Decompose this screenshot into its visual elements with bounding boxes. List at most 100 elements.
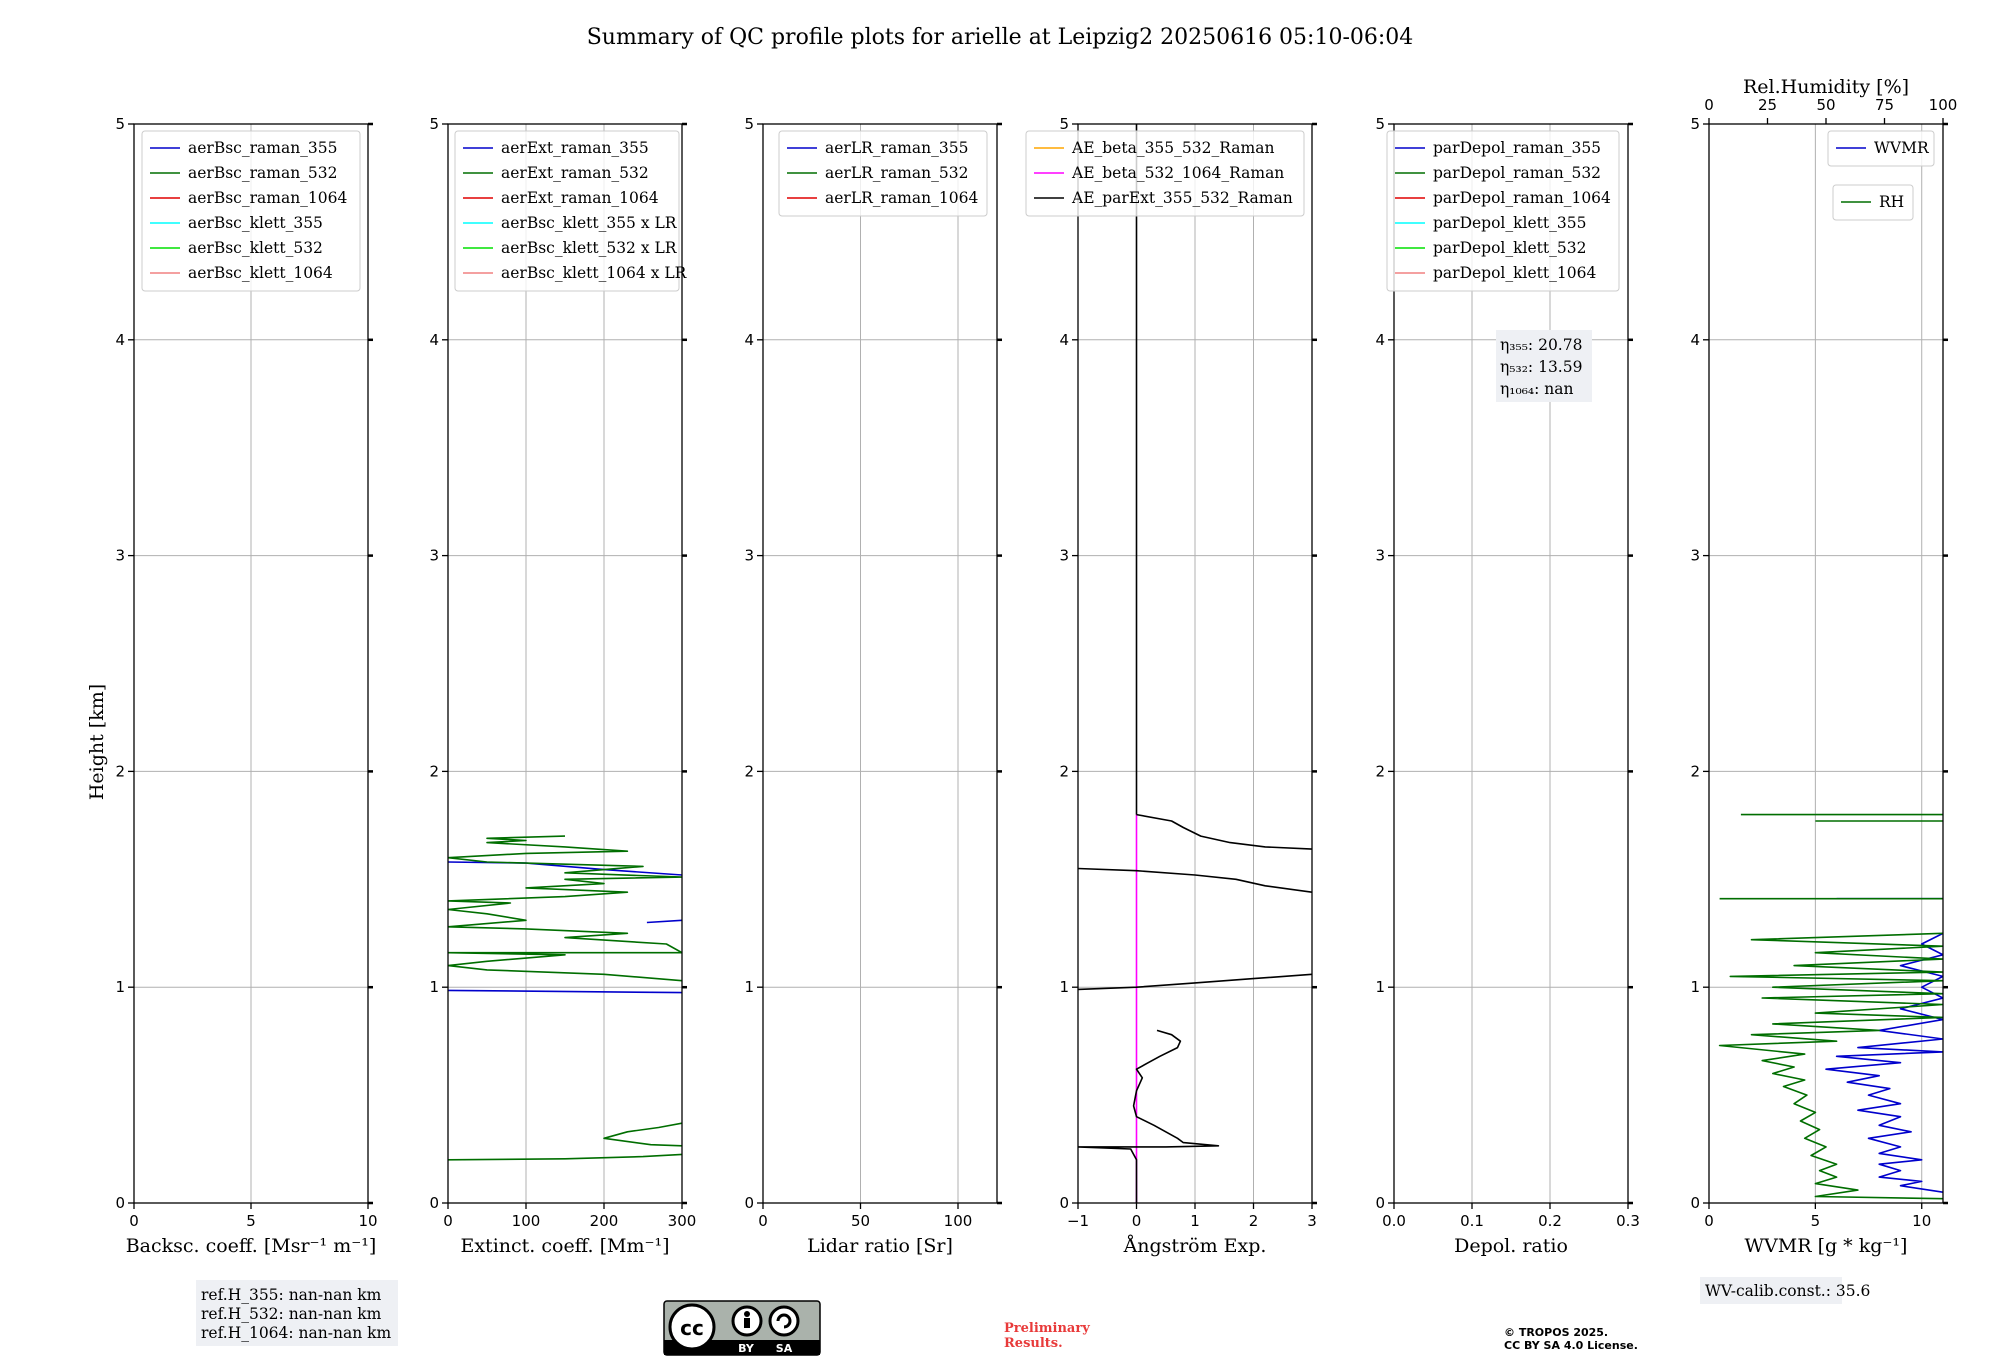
wv-calib-text: WV-calib.const.: 35.6	[1705, 1282, 1870, 1300]
chart-title: Summary of QC profile plots for arielle …	[587, 25, 1414, 50]
ref-box-line: ref.H_532: nan-nan km	[201, 1305, 382, 1323]
sa-icon	[768, 1305, 800, 1337]
legend: parDepol_raman_355 parDepol_raman_532 parD…	[1386, 130, 1620, 292]
top-x-tick-label: 75	[1875, 96, 1894, 114]
legend: AE_beta_355_532_Raman AE_beta_532_1064_Ra…	[1025, 130, 1305, 217]
by-body	[744, 1318, 750, 1328]
preliminary-note: Preliminary	[1004, 1321, 1090, 1336]
ref-box-line: ref.H_355: nan-nan km	[201, 1286, 382, 1304]
legend-box	[141, 130, 361, 292]
x-axis-label: Depol. ratio	[1454, 1235, 1568, 1257]
x-tick-label: 10	[1912, 1212, 1931, 1230]
legend-label: parDepol_raman_1064	[1433, 189, 1611, 207]
y-tick-label: 2	[115, 762, 125, 780]
series-line	[448, 989, 682, 994]
y-tick-label: 0	[1690, 1194, 1700, 1212]
y-tick-label: 5	[1690, 115, 1700, 133]
series-line	[1078, 1029, 1220, 1203]
x-axis-label: Ångström Exp.	[1123, 1235, 1267, 1257]
y-tick-label: 3	[429, 547, 439, 565]
legend-box	[1827, 130, 1935, 167]
x-tick-label: 5	[246, 1212, 256, 1230]
sa-text: SA	[776, 1342, 793, 1355]
legend-label: parDepol_raman_532	[1433, 164, 1601, 182]
legend-box	[1386, 130, 1620, 292]
legend-label: aerBsc_klett_355	[188, 214, 323, 232]
series-line	[646, 919, 682, 924]
x-tick-label: 0	[129, 1212, 139, 1230]
top-x-tick-label: 100	[1929, 96, 1958, 114]
x-tick-label: 100	[512, 1212, 541, 1230]
y-tick-label: 3	[115, 547, 125, 565]
panel-1: 0 1 2 3 4 5 0 5 10 Backsc. coeff. [Msr⁻¹ m⁻¹] aerB…	[115, 115, 377, 1257]
x-tick-label: 5	[1811, 1212, 1821, 1230]
ref-box-line: ref.H_1064: nan-nan km	[201, 1324, 392, 1342]
y-tick-label: 1	[1690, 978, 1700, 996]
x-tick-label: 3	[1307, 1212, 1317, 1230]
y-tick-label: 4	[115, 331, 125, 349]
series-line	[1078, 867, 1312, 893]
copyright-text: © TROPOS 2025.	[1504, 1326, 1608, 1339]
x-tick-label: 0.3	[1616, 1212, 1640, 1230]
x-tick-label: 10	[358, 1212, 377, 1230]
panel-5: 0 1 2 3 4 5 0.0 0.1 0.2 0.3 Depol. ratio parDepol_r…	[1375, 115, 1639, 1257]
legend-label: aerBsc_raman_532	[188, 164, 338, 182]
legend: RH	[1832, 184, 1914, 221]
top-x-tick-label: 50	[1816, 96, 1835, 114]
legend-label: aerExt_raman_355	[501, 139, 649, 157]
x-tick-label: 0	[1132, 1212, 1142, 1230]
y-tick-label: 1	[1059, 978, 1069, 996]
y-tick-label: 5	[1059, 115, 1069, 133]
panel-2: 0 1 2 3 4 5 0 100 200 300 Extinct. coeff. [Mm⁻¹] ae…	[429, 115, 696, 1257]
license-text: CC BY SA 4.0 License.	[1504, 1339, 1638, 1352]
legend-label: parDepol_klett_355	[1433, 214, 1586, 232]
y-tick-label: 2	[1690, 762, 1700, 780]
legend-label: aerBsc_raman_355	[188, 139, 338, 157]
x-axis-label: Lidar ratio [Sr]	[807, 1235, 953, 1257]
sa-arrow	[776, 1313, 792, 1329]
by-head	[744, 1311, 750, 1317]
series-line	[448, 835, 682, 982]
y-tick-label: 2	[744, 762, 754, 780]
legend: aerExt_raman_355 aerExt_raman_532 aerExt_r…	[454, 130, 688, 292]
annotation-line: η₅₃₂: 13.59	[1500, 358, 1582, 376]
legend-label: parDepol_klett_1064	[1433, 264, 1596, 282]
cc-license-badge[interactable]: cc BY SA	[663, 1300, 821, 1356]
y-tick-label: 0	[1375, 1194, 1385, 1212]
legend-label: aerExt_raman_532	[501, 164, 649, 182]
legend-label: WVMR	[1874, 139, 1930, 157]
y-tick-label: 2	[1375, 762, 1385, 780]
legend-box	[778, 130, 988, 217]
series-line	[1078, 973, 1312, 991]
x-axis-label: Extinct. coeff. [Mm⁻¹]	[460, 1235, 669, 1257]
wv-calib-box: WV-calib.const.: 35.6	[1700, 1277, 1870, 1304]
cc-icon	[668, 1303, 716, 1351]
y-tick-label: 4	[1690, 331, 1700, 349]
legend-label: aerBsc_klett_1064	[188, 264, 333, 282]
y-tick-label: 1	[115, 978, 125, 996]
legend-label: parDepol_raman_355	[1433, 139, 1601, 157]
series-group	[1078, 124, 1312, 1203]
legend-label: aerBsc_klett_532 x LR	[501, 239, 678, 257]
legend-label: RH	[1879, 193, 1904, 211]
x-axis-label: Backsc. coeff. [Msr⁻¹ m⁻¹]	[126, 1235, 377, 1257]
top-x-tick-label: 25	[1758, 96, 1777, 114]
eta-annotation: η₃₅₅: 20.78 η₅₃₂: 13.59 η₁₀₆₄: nan	[1496, 330, 1592, 402]
legend-box	[454, 130, 680, 292]
y-tick-label: 4	[429, 331, 439, 349]
x-tick-label: 200	[590, 1212, 619, 1230]
x-tick-label: 0	[1704, 1212, 1714, 1230]
y-tick-label: 4	[1059, 331, 1069, 349]
plot-frame	[762, 123, 998, 1204]
ref-height-box: ref.H_355: nan-nan km ref.H_532: nan-nan…	[196, 1280, 398, 1346]
y-tick-label: 2	[1059, 762, 1069, 780]
ref-box-background	[196, 1280, 398, 1346]
legend-label: aerBsc_klett_355 x LR	[501, 214, 678, 232]
legend-label: AE_beta_532_1064_Raman	[1071, 164, 1284, 182]
y-tick-label: 2	[429, 762, 439, 780]
legend-label: aerBsc_raman_1064	[188, 189, 348, 207]
wv-box-background	[1700, 1277, 1842, 1304]
plot-frame	[1393, 123, 1629, 1204]
